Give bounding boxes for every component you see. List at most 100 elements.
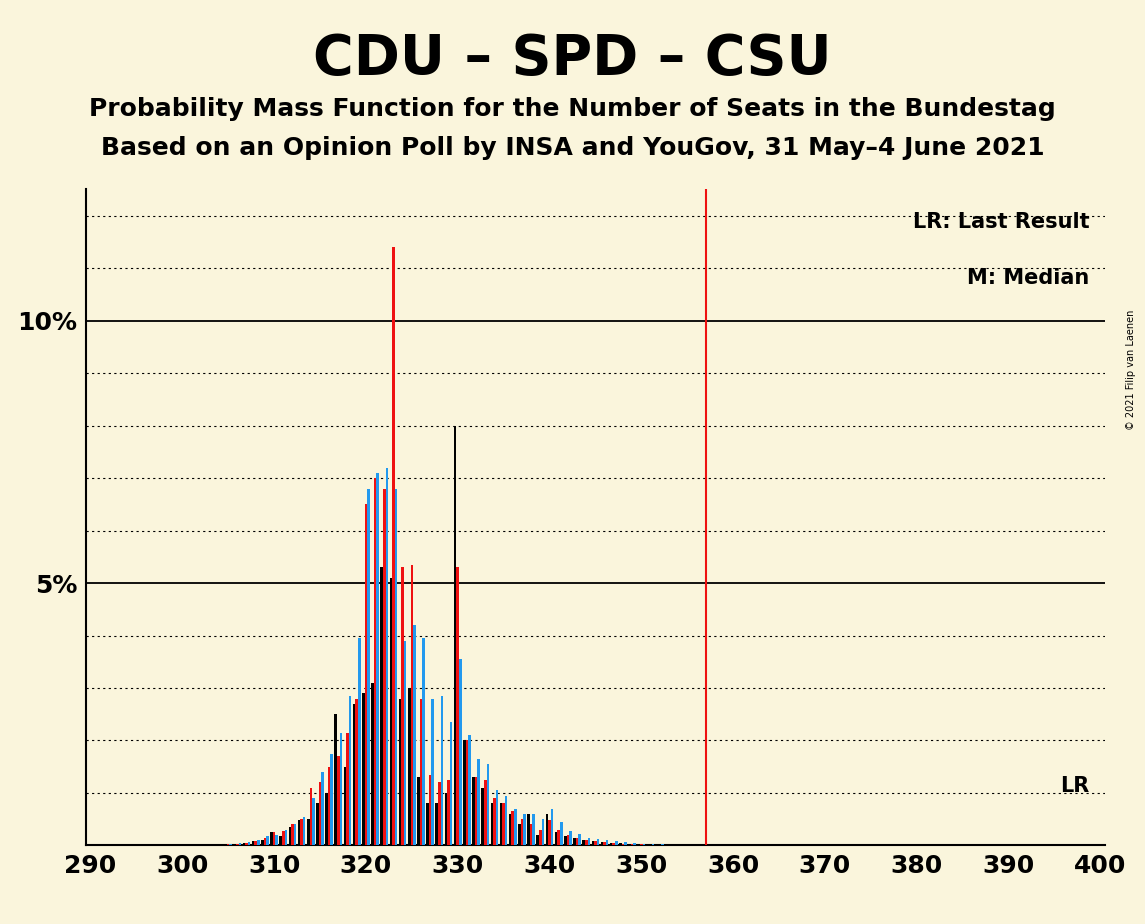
Text: M: Median: M: Median — [968, 268, 1090, 288]
Bar — [254, 841, 256, 845]
Bar — [318, 783, 322, 845]
Bar — [472, 777, 475, 845]
Bar — [291, 824, 294, 845]
Bar — [594, 841, 597, 845]
Bar — [564, 836, 567, 845]
Bar — [340, 733, 342, 845]
Bar — [532, 814, 535, 845]
Bar — [307, 820, 309, 845]
Bar — [569, 831, 571, 845]
Bar — [298, 821, 300, 845]
Bar — [481, 788, 484, 845]
Bar — [303, 817, 306, 845]
Bar — [236, 844, 238, 845]
Bar — [346, 733, 349, 845]
Bar — [622, 844, 624, 845]
Bar — [512, 811, 514, 845]
Bar — [247, 842, 251, 845]
Bar — [530, 824, 532, 845]
Bar — [439, 783, 441, 845]
Bar — [603, 843, 606, 845]
Bar — [477, 759, 480, 845]
Bar — [558, 830, 560, 845]
Bar — [615, 841, 617, 845]
Bar — [484, 780, 487, 845]
Bar — [444, 793, 448, 845]
Text: Based on an Opinion Poll by INSA and YouGov, 31 May–4 June 2021: Based on an Opinion Poll by INSA and You… — [101, 136, 1044, 160]
Bar — [349, 696, 352, 845]
Bar — [364, 505, 368, 845]
Bar — [300, 820, 303, 845]
Bar — [243, 843, 245, 845]
Text: © 2021 Filip van Laenen: © 2021 Filip van Laenen — [1127, 310, 1136, 430]
Bar — [279, 836, 282, 845]
Bar — [401, 567, 404, 845]
Bar — [475, 777, 477, 845]
Bar — [468, 736, 471, 845]
Bar — [282, 831, 285, 845]
Bar — [316, 804, 318, 845]
Bar — [398, 699, 401, 845]
Bar — [294, 824, 297, 845]
Bar — [358, 638, 361, 845]
Bar — [275, 835, 278, 845]
Bar — [624, 843, 626, 845]
Text: LR: Last Result: LR: Last Result — [913, 213, 1090, 232]
Bar — [417, 777, 420, 845]
Bar — [322, 772, 324, 845]
Bar — [435, 804, 439, 845]
Bar — [453, 426, 457, 845]
Bar — [642, 844, 645, 845]
Bar — [508, 814, 512, 845]
Bar — [539, 830, 542, 845]
Bar — [377, 473, 379, 845]
Bar — [362, 693, 364, 845]
Bar — [429, 774, 432, 845]
Bar — [542, 820, 544, 845]
Bar — [537, 835, 539, 845]
Bar — [285, 830, 287, 845]
Bar — [523, 814, 526, 845]
Bar — [270, 833, 273, 845]
Bar — [546, 814, 548, 845]
Bar — [313, 798, 315, 845]
Bar — [493, 798, 496, 845]
Bar — [266, 836, 269, 845]
Bar — [256, 840, 260, 845]
Bar — [355, 699, 358, 845]
Bar — [592, 841, 594, 845]
Bar — [505, 796, 507, 845]
Bar — [331, 754, 333, 845]
Bar — [463, 740, 466, 845]
Bar — [263, 837, 266, 845]
Bar — [353, 704, 355, 845]
Bar — [380, 567, 382, 845]
Bar — [555, 833, 558, 845]
Bar — [583, 840, 585, 845]
Bar — [252, 841, 254, 845]
Bar — [386, 468, 388, 845]
Bar — [273, 833, 275, 845]
Bar — [613, 843, 615, 845]
Bar — [261, 840, 263, 845]
Bar — [514, 808, 516, 845]
Bar — [327, 767, 331, 845]
Bar — [448, 780, 450, 845]
Bar — [309, 788, 313, 845]
Bar — [629, 844, 631, 845]
Bar — [389, 578, 392, 845]
Bar — [368, 489, 370, 845]
Bar — [289, 827, 291, 845]
Bar — [404, 640, 406, 845]
Bar — [426, 804, 429, 845]
Bar — [496, 790, 498, 845]
Bar — [234, 844, 236, 845]
Bar — [601, 843, 603, 845]
Bar — [587, 837, 590, 845]
Bar — [560, 821, 562, 845]
Bar — [528, 814, 530, 845]
Bar — [499, 804, 503, 845]
Bar — [578, 834, 581, 845]
Bar — [411, 565, 413, 845]
Bar — [597, 839, 599, 845]
